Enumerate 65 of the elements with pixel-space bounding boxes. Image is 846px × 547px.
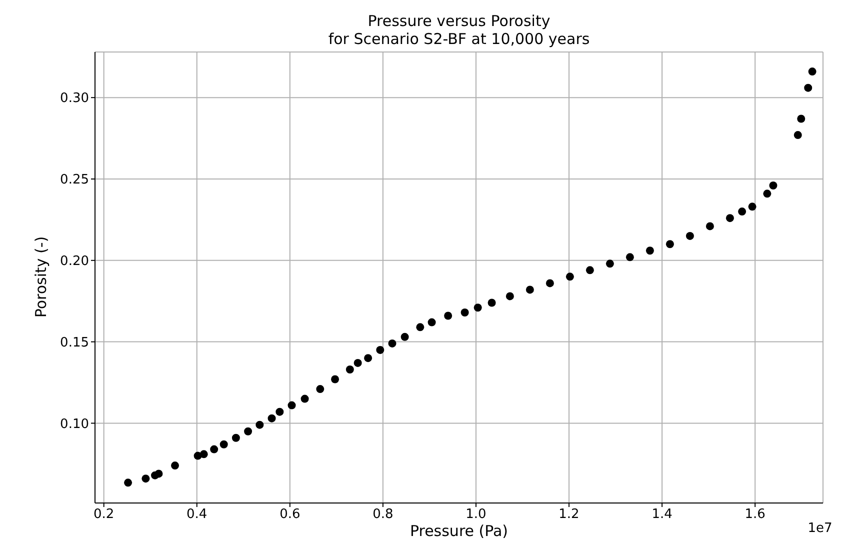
point xyxy=(364,354,372,362)
y-tick-label: 0.30 xyxy=(60,91,89,106)
x-tick-label: 1.6 xyxy=(744,507,766,522)
point xyxy=(388,339,396,348)
y-tick-label: 0.15 xyxy=(60,335,89,350)
x-tick-label: 1.0 xyxy=(466,507,486,522)
point xyxy=(726,214,734,222)
x-tick-label: 0.6 xyxy=(280,507,300,522)
point xyxy=(488,298,496,307)
y-tick-label: 0.25 xyxy=(60,172,89,188)
point xyxy=(546,279,554,288)
point xyxy=(763,190,772,198)
point xyxy=(300,394,309,403)
point xyxy=(232,434,240,442)
point xyxy=(606,260,614,268)
point xyxy=(124,478,132,487)
x-tick-label: 1.4 xyxy=(652,507,672,522)
point xyxy=(646,246,654,255)
point xyxy=(748,202,756,211)
point xyxy=(331,375,340,384)
point xyxy=(666,240,674,248)
point xyxy=(268,414,276,422)
point xyxy=(244,427,252,436)
x-tick-label: 0.8 xyxy=(372,507,394,522)
point xyxy=(210,445,218,454)
point xyxy=(288,401,296,410)
point xyxy=(526,286,534,294)
point xyxy=(706,222,714,230)
point xyxy=(428,318,436,326)
y-tick-label: 0.20 xyxy=(60,254,89,270)
point xyxy=(376,346,384,354)
point xyxy=(354,358,362,367)
x-axis-title: Pressure (Pa) xyxy=(410,522,508,540)
point xyxy=(444,312,452,320)
point xyxy=(769,182,778,190)
point xyxy=(460,308,469,317)
point xyxy=(804,84,812,92)
point xyxy=(686,232,694,240)
point xyxy=(316,385,324,394)
point xyxy=(474,304,482,312)
y-tick-label: 0.10 xyxy=(60,416,89,432)
point xyxy=(506,292,514,300)
point xyxy=(200,450,208,458)
point xyxy=(346,365,354,374)
x-tick-label: 0.4 xyxy=(186,507,208,522)
point xyxy=(400,332,409,341)
point xyxy=(738,208,746,216)
point xyxy=(154,470,163,478)
x-tick-label: 0.2 xyxy=(93,507,114,522)
point xyxy=(626,253,634,262)
point xyxy=(276,408,284,416)
chart-title: Pressure versus Porosity for Scenario S2-BF at 10,000 years xyxy=(328,12,590,48)
text: 1e7 xyxy=(808,521,832,536)
point xyxy=(142,474,150,483)
point xyxy=(794,131,802,140)
point xyxy=(808,68,816,76)
x-tick-label: 1.2 xyxy=(558,507,580,522)
point xyxy=(256,420,264,429)
point xyxy=(416,323,424,332)
point xyxy=(797,114,806,123)
point xyxy=(171,462,180,470)
y-axis-title: Porosity (-) xyxy=(32,236,50,318)
point xyxy=(566,272,574,281)
point xyxy=(586,266,594,274)
point xyxy=(220,440,228,448)
